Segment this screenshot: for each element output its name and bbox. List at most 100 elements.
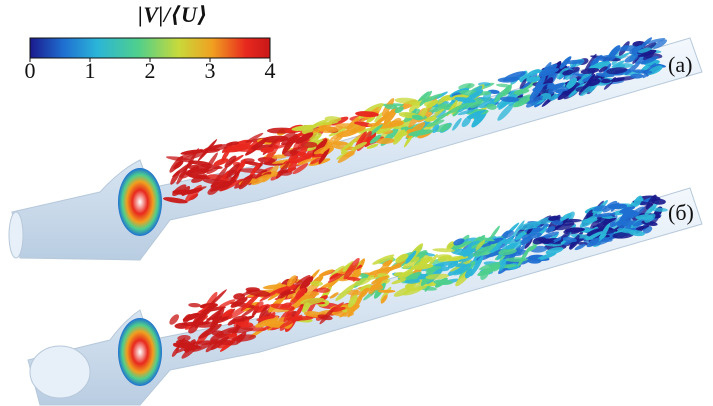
vortex-streak <box>502 230 514 239</box>
vortex-streak <box>241 305 258 317</box>
vortex-streak <box>590 54 603 66</box>
vortex-streak <box>279 314 303 329</box>
colorbar-tick-0: 0 <box>24 58 36 83</box>
vortex-streak <box>526 69 541 77</box>
vortex-streak <box>223 163 240 180</box>
vortex-streak <box>527 257 542 264</box>
vortex-streak <box>548 215 560 221</box>
vortex-streak <box>461 116 472 128</box>
vortex-streak <box>376 127 393 135</box>
vortex-streak <box>426 119 445 128</box>
vortex-streak <box>399 271 416 280</box>
vortex-streak <box>262 135 289 143</box>
vortex-streak <box>286 275 297 287</box>
vortex-streak <box>502 71 526 82</box>
vortex-streak <box>411 114 424 121</box>
vortex-streak <box>542 231 560 239</box>
vortex-streak <box>405 250 417 264</box>
vortex-streak <box>203 152 218 175</box>
vortex-streak <box>176 339 191 345</box>
vortex-streak <box>240 293 261 312</box>
vortex-streak <box>478 98 499 109</box>
vortex-streak <box>447 255 469 261</box>
vortex-streak <box>624 62 640 75</box>
vortex-streak <box>404 271 422 282</box>
vortex-streak <box>463 248 477 257</box>
vortex-streak <box>355 111 379 118</box>
vortex-streak <box>569 234 580 250</box>
vortex-streak <box>187 174 211 180</box>
vortex-streak <box>346 304 360 313</box>
vortex-streak <box>594 212 616 218</box>
vortex-streak <box>348 294 358 308</box>
vortex-streak <box>517 246 531 267</box>
vortex-streak <box>437 95 449 105</box>
vortex-streak <box>328 276 341 289</box>
vortex-streak <box>599 54 616 62</box>
vortex-streak <box>245 132 264 143</box>
vortex-streak <box>330 307 346 313</box>
vortex-streak <box>564 88 574 95</box>
vortex-streak <box>279 290 296 296</box>
vortex-streak <box>586 231 603 241</box>
vortex-streak <box>402 256 420 269</box>
vortex-streak <box>343 257 360 280</box>
vortex-streak <box>227 333 238 338</box>
vortex-streak <box>329 292 339 299</box>
vortex-streak <box>593 205 608 212</box>
vortex-streak <box>222 310 234 317</box>
vortex-streak <box>227 168 242 186</box>
vortex-streak <box>262 284 287 290</box>
vortex-streak <box>521 232 542 240</box>
vortex-streak <box>251 174 271 185</box>
vortex-streak <box>526 76 541 83</box>
vortex-streak <box>270 154 287 159</box>
vortex-streak <box>349 126 366 133</box>
vortex-streak <box>505 242 519 250</box>
vortex-streak <box>513 88 530 95</box>
vortex-streak <box>535 252 557 261</box>
vortex-streak <box>340 137 359 152</box>
colorbar-tick-3: 3 <box>204 58 216 83</box>
vortex-streak <box>169 314 180 325</box>
vortex-streak <box>291 124 318 131</box>
vortex-streak <box>433 279 453 286</box>
vortex-streak <box>391 278 407 285</box>
vortex-streak <box>304 291 320 297</box>
vortex-streak <box>418 91 430 102</box>
vortex-streak <box>652 39 667 49</box>
vortex-streak <box>224 155 237 168</box>
vortex-streak <box>335 283 356 302</box>
vortex-streak <box>472 245 495 257</box>
vortex-streak <box>265 140 281 162</box>
vortex-streak <box>644 205 656 216</box>
vortex-streak <box>299 276 314 290</box>
colorbar-title: |V|/⟨U⟩ <box>138 2 208 27</box>
vortex-streak <box>610 77 625 82</box>
vortex-streak <box>337 149 356 163</box>
vortex-streak <box>540 92 552 100</box>
vortex-streak <box>232 315 249 322</box>
vortex-streak <box>162 197 188 204</box>
vortex-streak <box>313 120 339 126</box>
vortex-streak <box>395 253 409 263</box>
vortex-streak <box>446 102 470 114</box>
vortex-streak <box>493 264 518 269</box>
vortex-streak <box>551 220 564 226</box>
vortex-field-a <box>162 37 667 204</box>
vortex-streak <box>286 135 299 142</box>
vortex-streak <box>353 277 371 286</box>
vortex-streak <box>486 103 497 110</box>
vortex-streak <box>210 327 237 341</box>
vortex-streak <box>580 67 600 74</box>
vortex-streak <box>237 321 254 328</box>
vortex-streak <box>611 219 624 228</box>
vortex-streak <box>431 124 440 133</box>
vortex-streak <box>574 243 586 251</box>
vortex-streak <box>565 77 578 90</box>
vortex-streak <box>651 207 668 212</box>
vortex-streak <box>479 261 501 271</box>
vortex-streak <box>471 110 488 128</box>
